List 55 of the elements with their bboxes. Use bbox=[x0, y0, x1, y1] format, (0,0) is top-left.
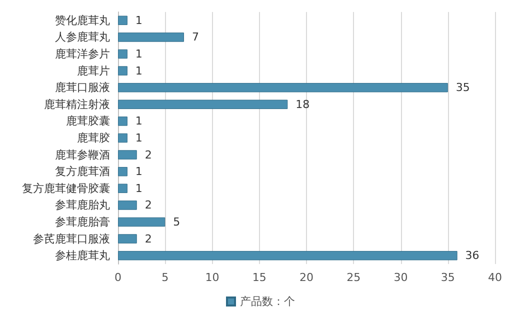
bar bbox=[118, 66, 128, 76]
data-label: 1 bbox=[135, 132, 142, 144]
y-tick-label: 鹿茸精注射液 bbox=[44, 98, 110, 111]
y-tick-label: 人参鹿茸丸 bbox=[55, 30, 110, 44]
y-tick-label: 赞化鹿茸丸 bbox=[55, 14, 110, 27]
data-label: 2 bbox=[144, 232, 152, 246]
data-label: 1 bbox=[135, 64, 142, 78]
data-label: 1 bbox=[135, 48, 142, 60]
bar bbox=[118, 16, 128, 26]
bar bbox=[118, 200, 137, 210]
bar bbox=[118, 150, 137, 160]
y-tick-label: 参茸鹿胎丸 bbox=[55, 198, 110, 212]
bar bbox=[118, 32, 184, 42]
bar bbox=[118, 217, 166, 227]
data-label: 7 bbox=[192, 30, 199, 44]
legend-label: 产品数：个 bbox=[240, 295, 295, 308]
y-tick-label: 鹿茸参鞭酒 bbox=[55, 148, 110, 162]
y-tick-label: 参茸鹿胎膏 bbox=[55, 216, 110, 228]
y-tick-label: 鹿茸片 bbox=[77, 64, 110, 78]
bar bbox=[118, 49, 128, 59]
y-tick-label: 鹿茸口服液 bbox=[55, 81, 110, 94]
bar bbox=[118, 133, 128, 143]
bar bbox=[118, 100, 288, 110]
data-label: 36 bbox=[465, 249, 480, 262]
bar bbox=[118, 116, 128, 126]
x-tick-label: 0 bbox=[114, 271, 122, 284]
y-tick-label: 参桂鹿茸丸 bbox=[55, 249, 110, 262]
data-label: 1 bbox=[135, 14, 142, 27]
y-tick-label: 鹿茸胶囊 bbox=[66, 114, 110, 128]
data-label: 5 bbox=[173, 216, 180, 228]
x-tick-label: 15 bbox=[252, 271, 266, 284]
bar bbox=[118, 234, 137, 244]
data-label: 1 bbox=[135, 182, 142, 195]
x-tick-label: 10 bbox=[205, 271, 220, 284]
x-tick-label: 40 bbox=[488, 271, 502, 284]
x-tick-label: 30 bbox=[394, 271, 408, 284]
y-tick-label: 鹿茸胶 bbox=[77, 132, 110, 144]
bar bbox=[118, 82, 448, 92]
y-tick-label: 鹿茸洋参片 bbox=[55, 48, 110, 60]
x-tick-label: 5 bbox=[162, 271, 169, 284]
bar bbox=[118, 166, 128, 176]
data-label: 1 bbox=[135, 114, 142, 128]
data-label: 1 bbox=[135, 165, 142, 178]
x-tick-label: 35 bbox=[440, 271, 455, 284]
x-tick-label: 20 bbox=[300, 271, 314, 284]
data-label: 2 bbox=[144, 148, 152, 162]
bar bbox=[118, 184, 128, 194]
y-tick-label: 复方鹿茸健骨胶囊 bbox=[22, 182, 110, 195]
x-tick-label: 25 bbox=[346, 271, 361, 284]
data-label: 18 bbox=[296, 98, 310, 111]
data-label: 35 bbox=[456, 81, 470, 94]
bar bbox=[118, 250, 458, 260]
y-tick-label: 参芪鹿茸口服液 bbox=[33, 232, 110, 246]
y-tick-label: 复方鹿茸酒 bbox=[55, 165, 110, 178]
data-label: 2 bbox=[144, 198, 152, 212]
